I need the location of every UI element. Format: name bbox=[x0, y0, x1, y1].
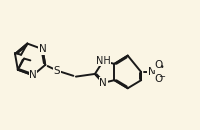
Text: N: N bbox=[147, 67, 155, 77]
Text: •: • bbox=[159, 63, 163, 72]
Text: O: O bbox=[153, 74, 161, 84]
Text: NH: NH bbox=[95, 56, 110, 66]
Text: S: S bbox=[53, 66, 60, 76]
Text: N: N bbox=[99, 78, 107, 88]
Text: +: + bbox=[152, 66, 158, 72]
Text: −: − bbox=[158, 72, 165, 82]
Text: N: N bbox=[38, 44, 46, 54]
Text: N: N bbox=[29, 70, 37, 80]
Text: O: O bbox=[153, 60, 161, 70]
